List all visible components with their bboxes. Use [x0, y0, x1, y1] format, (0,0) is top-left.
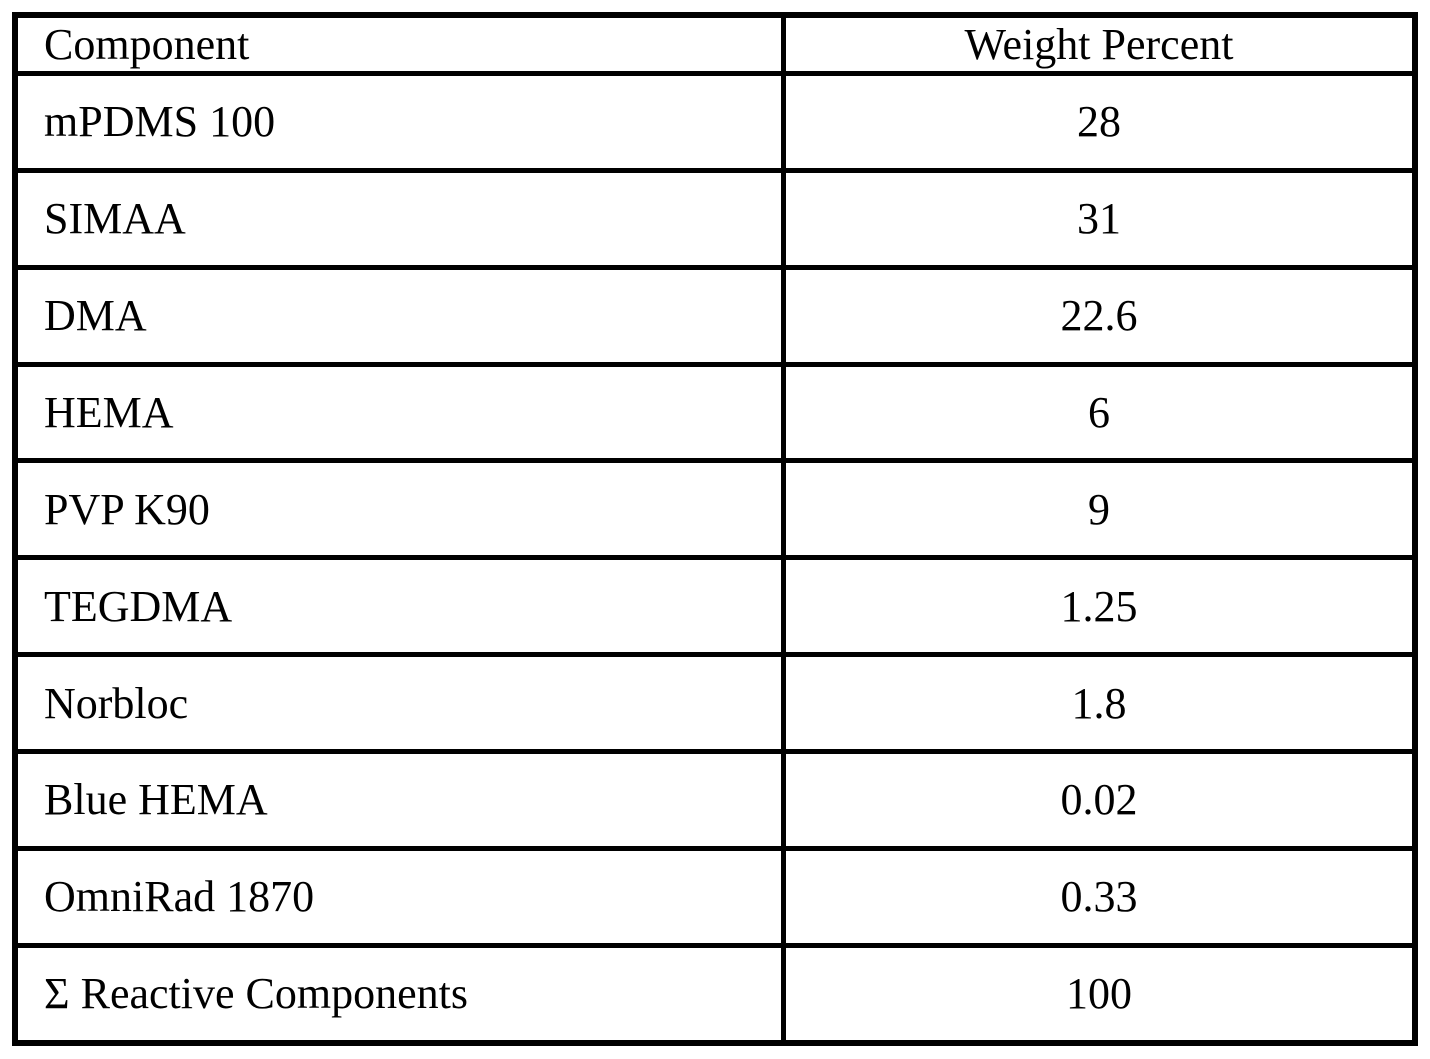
table-row: mPDMS 100 28 [12, 71, 1418, 173]
weight-percent-cell: 22.6 [781, 264, 1418, 367]
weight-percent-cell: 1.25 [781, 555, 1418, 658]
table-row: HEMA 6 [12, 361, 1418, 464]
table-row: Norbloc 1.8 [12, 652, 1418, 755]
component-cell: mPDMS 100 [12, 71, 786, 173]
component-cell: Norbloc [12, 652, 786, 755]
component-cell: DMA [12, 264, 786, 367]
table-body: mPDMS 100 28 SIMAA 31 DMA 22.6 HEMA 6 PVP K90 9 TE… [12, 71, 1418, 1046]
table-row: OmniRad 1870 0.33 [12, 845, 1418, 948]
table-row: Σ Reactive Components 100 [12, 942, 1418, 1046]
table-row: SIMAA 31 [12, 167, 1418, 270]
weight-percent-cell: 9 [781, 458, 1418, 561]
weight-percent-column-header: Weight Percent [781, 12, 1418, 76]
composition-table: Component Weight Percent mPDMS 100 28 SIMA… [12, 12, 1418, 1046]
table-row: PVP K90 9 [12, 458, 1418, 561]
component-cell: HEMA [12, 361, 786, 464]
component-cell: SIMAA [12, 167, 786, 270]
component-cell: TEGDMA [12, 555, 786, 658]
weight-percent-cell: 31 [781, 167, 1418, 270]
component-cell: Σ Reactive Components [12, 942, 786, 1046]
component-cell: OmniRad 1870 [12, 845, 786, 948]
header-row: Component Weight Percent [12, 12, 1418, 76]
weight-percent-cell: 28 [781, 71, 1418, 173]
table-row: TEGDMA 1.25 [12, 555, 1418, 658]
component-column-header: Component [12, 12, 786, 76]
weight-percent-cell: 0.02 [781, 749, 1418, 851]
component-cell: Blue HEMA [12, 749, 786, 851]
weight-percent-cell: 6 [781, 361, 1418, 464]
weight-percent-cell: 100 [781, 942, 1418, 1046]
table-row: Blue HEMA 0.02 [12, 749, 1418, 851]
weight-percent-cell: 1.8 [781, 652, 1418, 755]
table-row: DMA 22.6 [12, 264, 1418, 367]
weight-percent-cell: 0.33 [781, 845, 1418, 948]
component-cell: PVP K90 [12, 458, 786, 561]
